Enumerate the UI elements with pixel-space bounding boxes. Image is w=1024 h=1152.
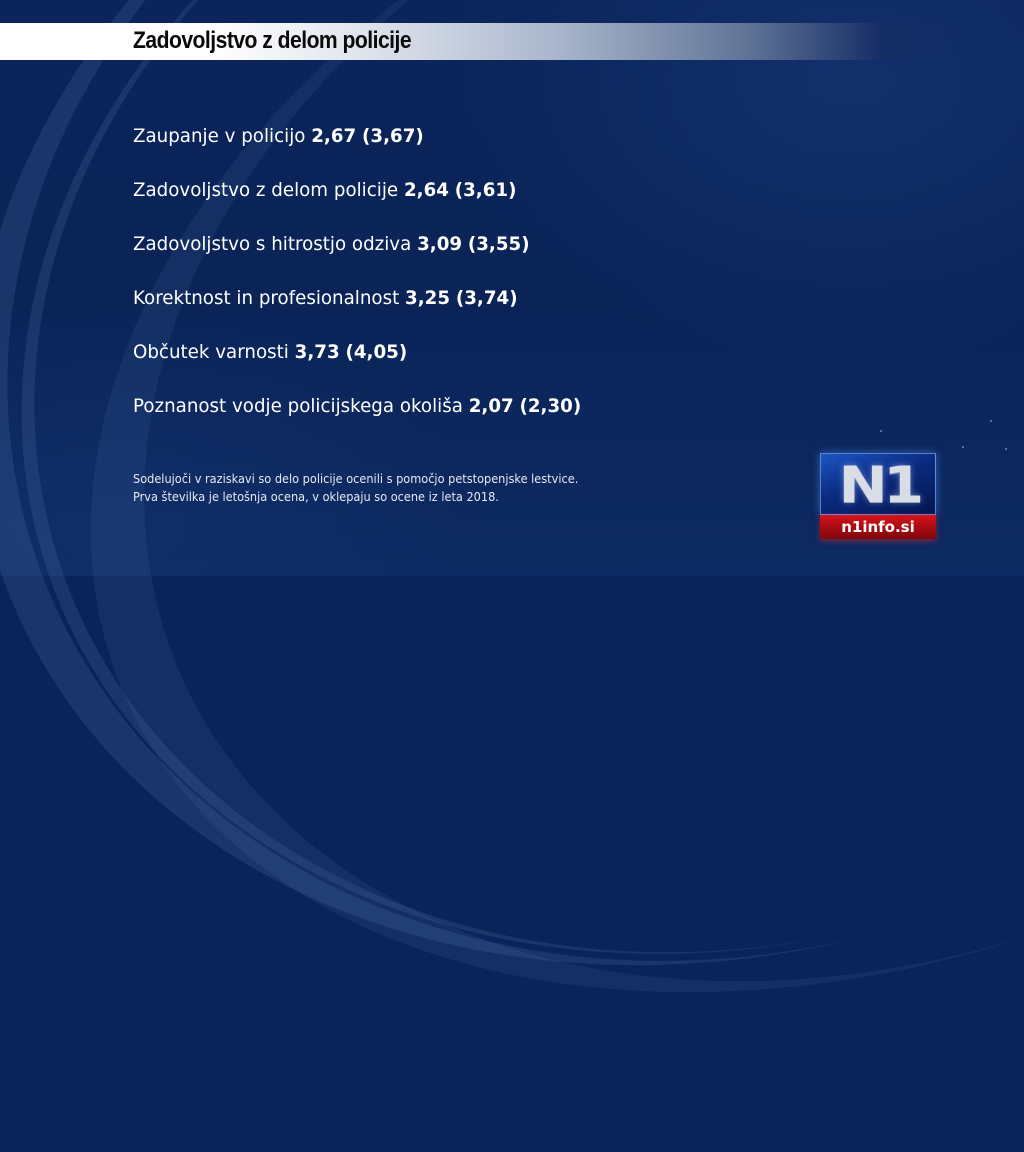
n1-logo-icon: N1 — [838, 456, 924, 514]
footnote-line: Prva številka je letošnja ocena, v oklep… — [133, 490, 499, 504]
rating-previous: (3,67) — [362, 125, 424, 147]
rating-label: Zadovoljstvo s hitrostjo odziva — [133, 233, 412, 255]
rating-previous: (3,74) — [455, 287, 518, 309]
rating-current: 3,09 — [417, 233, 463, 255]
rating-previous: (2,30) — [519, 395, 582, 417]
rating-item-safety: Občutek varnosti 3,73 (4,05) — [133, 338, 581, 392]
logo-site-text: n1info.si — [841, 518, 915, 536]
rating-label: Korektnost in profesionalnost — [133, 287, 400, 309]
rating-item-trust: Zaupanje v policijo 2,67 (3,67) — [133, 122, 581, 176]
rating-current: 3,25 — [405, 287, 451, 309]
footnote-line: Sodelujoči v raziskavi so delo policije … — [133, 472, 579, 486]
rating-label: Poznanost vodje policijskega okoliša — [133, 395, 463, 417]
rating-current: 2,64 — [403, 179, 449, 201]
logo-site-banner: n1info.si — [820, 515, 936, 539]
rating-label: Zadovoljstvo z delom policije — [133, 179, 399, 201]
rating-item-district-officer: Poznanost vodje policijskega okoliša 2,0… — [133, 392, 581, 446]
ratings-list: Zaupanje v policijo 2,67 (3,67) Zadovolj… — [133, 122, 600, 446]
logo-badge: N1 — [820, 453, 936, 515]
rating-item-professionalism: Korektnost in profesionalnost 3,25 (3,74… — [133, 284, 581, 338]
rating-current: 2,67 — [311, 125, 357, 147]
rating-current: 2,07 — [468, 395, 514, 417]
sparkle — [962, 446, 964, 448]
rating-item-satisfaction: Zadovoljstvo z delom policije 2,64 (3,61… — [133, 176, 581, 230]
rating-label: Zaupanje v policijo — [133, 125, 306, 147]
sparkle — [880, 430, 882, 432]
sparkle — [1005, 448, 1007, 450]
page-title: Zadovoljstvo z delom policije — [133, 27, 412, 54]
rating-item-response-speed: Zadovoljstvo s hitrostjo odziva 3,09 (3,… — [133, 230, 581, 284]
footnote: Sodelujoči v raziskavi so delo policije … — [133, 470, 578, 506]
title-bar — [0, 23, 960, 60]
rating-previous: (3,55) — [467, 233, 530, 255]
rating-previous: (4,05) — [345, 341, 408, 363]
sparkle — [990, 420, 992, 422]
n1-logo: N1 n1info.si — [820, 453, 936, 539]
rating-current: 3,73 — [294, 341, 340, 363]
rating-previous: (3,61) — [454, 179, 517, 201]
rating-label: Občutek varnosti — [133, 341, 289, 363]
